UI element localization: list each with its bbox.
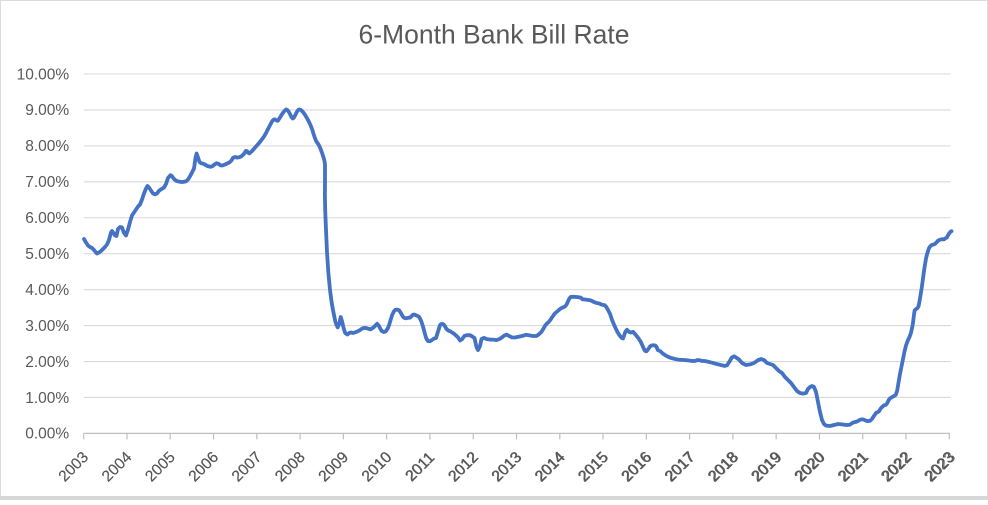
svg-text:2005: 2005 bbox=[142, 449, 179, 486]
svg-text:2010: 2010 bbox=[359, 449, 396, 486]
svg-text:2004: 2004 bbox=[99, 449, 136, 486]
svg-text:2008: 2008 bbox=[272, 449, 309, 486]
svg-text:0.00%: 0.00% bbox=[25, 426, 69, 443]
svg-text:6.00%: 6.00% bbox=[25, 210, 69, 227]
svg-text:2012: 2012 bbox=[445, 449, 482, 486]
svg-text:2015: 2015 bbox=[575, 449, 612, 486]
svg-text:1.00%: 1.00% bbox=[25, 390, 69, 407]
svg-text:7.00%: 7.00% bbox=[25, 174, 69, 191]
svg-text:2009: 2009 bbox=[315, 449, 352, 486]
svg-text:6-Month Bank Bill Rate: 6-Month Bank Bill Rate bbox=[358, 19, 629, 49]
svg-text:2.00%: 2.00% bbox=[25, 354, 69, 371]
svg-text:2003: 2003 bbox=[56, 449, 93, 486]
svg-text:2014: 2014 bbox=[532, 449, 569, 486]
svg-text:2006: 2006 bbox=[185, 449, 222, 486]
svg-text:4.00%: 4.00% bbox=[25, 282, 69, 299]
svg-text:2013: 2013 bbox=[488, 449, 525, 486]
svg-text:3.00%: 3.00% bbox=[25, 318, 69, 335]
svg-text:10.00%: 10.00% bbox=[17, 66, 70, 83]
svg-text:9.00%: 9.00% bbox=[25, 102, 69, 119]
svg-text:5.00%: 5.00% bbox=[25, 246, 69, 263]
svg-text:8.00%: 8.00% bbox=[25, 138, 69, 155]
svg-text:2007: 2007 bbox=[229, 449, 266, 486]
